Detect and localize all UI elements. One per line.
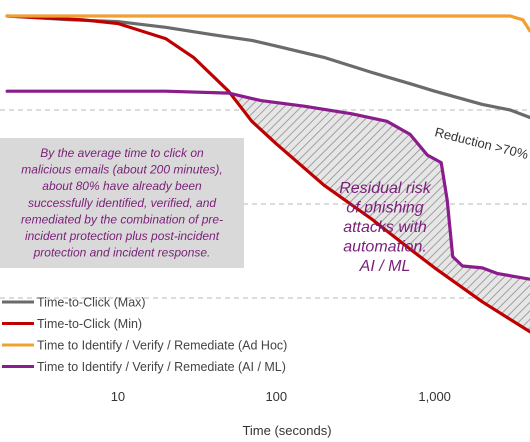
series-line-ai-ml [5, 89, 530, 281]
note-line-3: about 80% have already been [42, 179, 202, 193]
legend-label-2: Time-to-Click (Min) [37, 317, 142, 331]
residual-risk-line-3: attacks with [343, 219, 427, 236]
note-line-4: successfully identified, verified, and [28, 196, 216, 210]
residual-risk-line-2: of phishing [346, 200, 423, 217]
x-axis: 10 100 1,000 Time (seconds) [111, 389, 451, 438]
legend-label-4: Time to Identify / Verify / Remediate (A… [37, 360, 286, 374]
residual-risk-area-layer [236, 94, 530, 332]
residual-risk-line-5: AI / ML [359, 258, 411, 275]
note-line-2: malicious emails (about 200 minutes), [21, 163, 222, 177]
note-line-6: incident protection plus post-incident [25, 229, 220, 243]
note-box [0, 138, 244, 268]
note-layer: By the average time to click on malicious… [0, 124, 530, 275]
legend-label-1: Time-to-Click (Max) [37, 296, 146, 310]
x-tick-label-3: 1,000 [418, 389, 451, 404]
series-line-max [5, 14, 530, 120]
x-tick-label-2: 100 [265, 389, 287, 404]
note-line-5: remediated by the combination of pre- [21, 212, 223, 226]
residual-risk-line-4: automation. [343, 239, 427, 256]
residual-risk-line-1: Residual risk [339, 180, 432, 197]
series-lines [5, 14, 530, 334]
reduction-label: Reduction >70% [433, 124, 530, 162]
x-axis-title: Time (seconds) [242, 423, 331, 438]
series-line-ad-hoc [5, 14, 530, 33]
x-tick-label-1: 10 [111, 389, 125, 404]
series-line-min [5, 14, 530, 334]
note-line-7: protection and incident response. [33, 246, 211, 260]
note-line-1: By the average time to click on [40, 146, 204, 160]
legend-label-3: Time to Identify / Verify / Remediate (A… [37, 339, 287, 353]
residual-risk-area [236, 94, 530, 332]
legend: Time-to-Click (Max) Time-to-Click (Min) Ti… [2, 296, 287, 374]
